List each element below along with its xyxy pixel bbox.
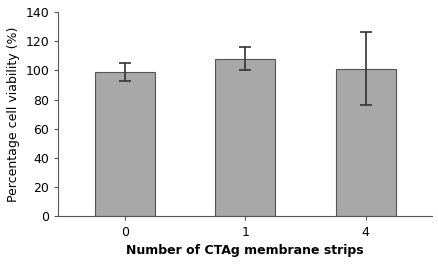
Y-axis label: Percentage cell viability (%): Percentage cell viability (%) <box>7 26 20 202</box>
Bar <box>335 69 395 216</box>
Bar <box>215 59 275 216</box>
Bar <box>94 72 155 216</box>
X-axis label: Number of CTAg membrane strips: Number of CTAg membrane strips <box>126 244 363 257</box>
